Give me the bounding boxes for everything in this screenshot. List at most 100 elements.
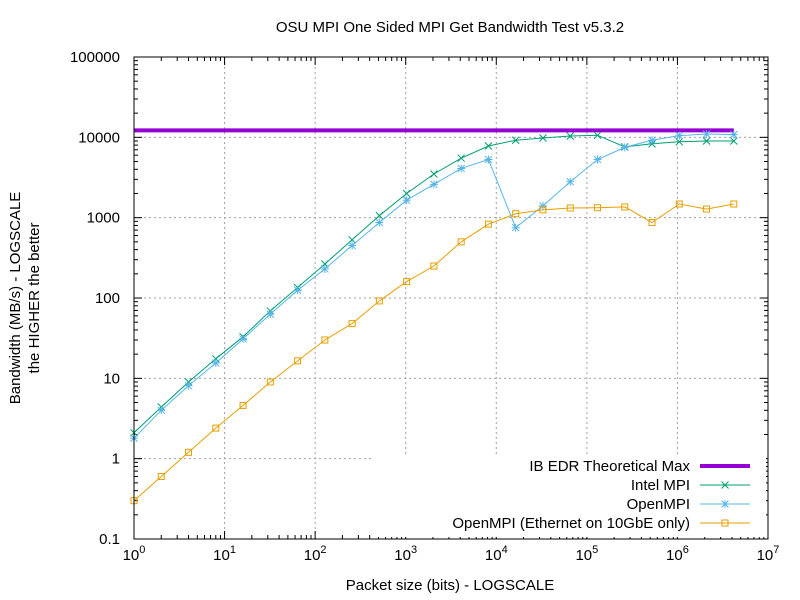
data-point	[185, 448, 193, 456]
data-point	[593, 131, 602, 140]
data-point	[430, 262, 438, 270]
legend-label: OpenMPI (Ethernet on 10GbE only)	[452, 515, 690, 532]
x-tick-label: 106	[666, 544, 689, 564]
data-point	[703, 205, 711, 213]
x-axis-label: Packet size (bits) - LOGSCALE	[346, 577, 554, 594]
data-point	[730, 200, 738, 208]
data-point	[511, 136, 520, 145]
x-tick-label-exponent: 3	[411, 544, 417, 556]
data-point	[348, 320, 356, 328]
x-tick-label-base: 10	[575, 547, 592, 564]
legend-label: Intel MPI	[631, 477, 690, 494]
x-tick-label-base: 10	[666, 547, 683, 564]
data-point	[702, 137, 711, 145]
data-point	[566, 177, 575, 186]
data-point	[675, 200, 683, 208]
y-tick-label: 1	[112, 451, 120, 468]
x-tick-label: 107	[757, 544, 780, 564]
data-point	[539, 134, 547, 142]
data-point	[321, 336, 329, 344]
tick-labels: 100 101 102 103 104 105 106 1070.11101001000100…	[70, 49, 779, 564]
y-axis-label-line-2: the HIGHER the better	[26, 223, 43, 374]
y-tick-label: 0.1	[99, 531, 120, 548]
data-point	[484, 220, 492, 228]
data-point	[402, 196, 411, 205]
x-tick-label-exponent: 7	[773, 544, 779, 556]
data-point	[457, 154, 466, 163]
x-tick-label-base: 10	[757, 547, 774, 564]
series-4	[130, 200, 738, 505]
data-point	[348, 241, 357, 250]
data-point	[457, 238, 465, 246]
data-point	[239, 334, 248, 343]
series-3	[130, 130, 738, 443]
data-point	[211, 359, 220, 368]
y-axis-label: Bandwidth (MB/s) - LOGSCALE the HIGHER t…	[7, 192, 43, 405]
series-line	[133, 203, 734, 502]
data-point	[484, 155, 493, 164]
data-point	[320, 264, 329, 273]
legend-background	[372, 457, 766, 537]
data-point	[157, 472, 165, 480]
data-point	[348, 235, 356, 244]
x-tick-label-base: 10	[485, 547, 502, 564]
data-point	[157, 406, 166, 415]
data-point	[512, 210, 520, 218]
y-tick-label: 100	[95, 290, 120, 307]
plot-frame	[133, 56, 769, 540]
data-point	[294, 357, 302, 365]
data-point	[293, 286, 302, 295]
data-point	[239, 401, 247, 409]
x-tick-label-base: 10	[304, 547, 321, 564]
x-tick-label-base: 10	[213, 547, 230, 564]
data-point	[212, 424, 220, 432]
data-point	[594, 204, 602, 212]
x-tick-label-exponent: 0	[139, 544, 145, 556]
legend: IB EDR Theoretical Max Intel MPI OpenMPI Op…	[372, 457, 766, 537]
data-point	[721, 500, 729, 508]
data-point	[566, 204, 574, 212]
data-point	[538, 201, 547, 210]
x-tick-label: 105	[575, 544, 598, 564]
x-tick-label-base: 10	[394, 547, 411, 564]
x-tick-label-exponent: 1	[230, 544, 236, 556]
data-point	[620, 143, 629, 152]
data-point	[266, 378, 274, 386]
data-point	[648, 136, 657, 145]
data-point	[721, 519, 729, 527]
x-tick-label: 104	[485, 544, 508, 564]
data-point	[429, 180, 438, 189]
data-point	[729, 137, 738, 145]
data-point	[375, 297, 383, 305]
data-point	[566, 132, 575, 140]
data-point	[675, 137, 684, 146]
y-tick-label: 10000	[78, 129, 120, 146]
data-point	[375, 218, 384, 227]
chart-title: OSU MPI One Sided MPI Get Bandwidth Test…	[276, 19, 624, 36]
data-point	[648, 219, 656, 227]
data-point	[511, 223, 520, 232]
series-layer	[130, 128, 738, 505]
data-point	[621, 203, 629, 211]
data-point	[430, 170, 438, 178]
x-tick-label-exponent: 4	[502, 544, 508, 556]
data-point	[721, 481, 729, 489]
x-tick-label-exponent: 2	[320, 544, 326, 556]
data-point	[702, 130, 711, 139]
data-point	[457, 164, 466, 173]
data-point	[593, 155, 602, 164]
x-tick-label: 100	[123, 544, 146, 564]
data-point	[729, 130, 738, 139]
data-point	[539, 206, 547, 214]
x-tick-label: 101	[213, 544, 236, 564]
legend-label: OpenMPI	[627, 496, 690, 513]
y-axis-label-line-1: Bandwidth (MB/s) - LOGSCALE	[7, 192, 24, 405]
data-point	[403, 278, 411, 286]
x-tick-label-base: 10	[123, 547, 140, 564]
data-point	[675, 131, 684, 140]
x-tick-label: 102	[304, 544, 327, 564]
y-tick-label: 1000	[87, 210, 120, 227]
data-point	[375, 211, 384, 220]
x-tick-label-exponent: 5	[592, 544, 598, 556]
